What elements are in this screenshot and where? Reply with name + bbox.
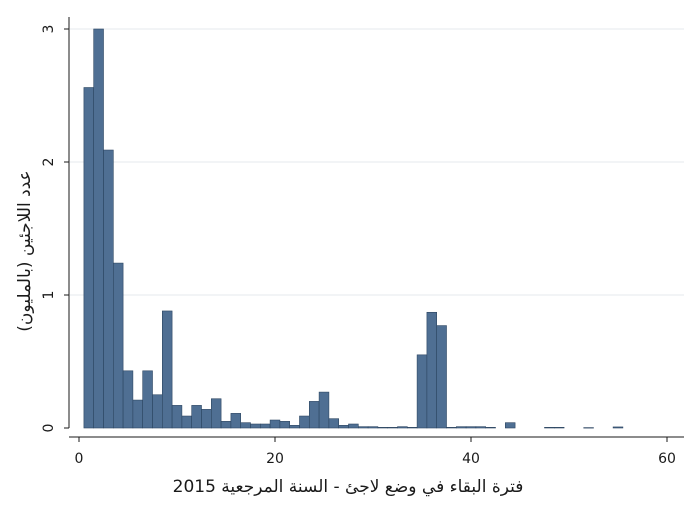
y-tick-label: 0 xyxy=(41,424,57,433)
histogram-bar xyxy=(348,423,359,429)
histogram-bar xyxy=(544,427,555,429)
histogram-bar xyxy=(485,427,496,429)
histogram-bar xyxy=(93,28,104,429)
x-tick-label: 40 xyxy=(462,451,480,467)
histogram-bar xyxy=(416,354,428,429)
histogram-bar xyxy=(162,310,173,429)
histogram-bar xyxy=(446,427,457,429)
y-tick-label: 2 xyxy=(41,158,57,167)
histogram-bar xyxy=(504,422,516,429)
histogram-bar xyxy=(122,370,134,429)
x-tick-label: 20 xyxy=(266,451,284,467)
histogram-bar xyxy=(181,415,192,429)
histogram-bar xyxy=(259,423,271,429)
histogram-bar xyxy=(387,427,398,429)
x-tick-label: 0 xyxy=(75,451,84,467)
histogram-bar xyxy=(308,401,320,429)
histogram-bar xyxy=(279,421,290,429)
gridlines xyxy=(70,28,684,296)
histogram-bar xyxy=(299,415,310,429)
histogram-bar xyxy=(142,370,153,429)
histogram-bar xyxy=(367,426,379,429)
histogram-bar xyxy=(475,426,486,429)
y-axis-title: عدد اللاجئين (بالمليون) xyxy=(15,170,35,331)
histogram-bar xyxy=(171,405,183,429)
histogram-bar xyxy=(113,262,124,429)
histogram-bar xyxy=(83,87,95,429)
histogram-bar xyxy=(328,418,339,429)
histogram-bar xyxy=(583,427,594,429)
x-axis-title: فترة البقاء في وضع لاجئ - السنة المرجعية… xyxy=(173,477,524,497)
histogram-bar xyxy=(436,325,447,429)
histogram-bar xyxy=(612,426,624,429)
histogram-bar xyxy=(377,427,388,429)
histogram-bar xyxy=(269,419,281,429)
histogram-bar xyxy=(211,398,222,429)
histogram-bar xyxy=(152,394,163,429)
histogram-bar xyxy=(426,311,437,429)
x-axis-ticks: 0 20 40 60 xyxy=(75,437,676,467)
histogram-bar xyxy=(553,427,565,429)
histogram-bar xyxy=(201,409,212,429)
y-tick-label: 3 xyxy=(41,25,57,34)
histogram-bar xyxy=(289,425,300,429)
y-tick-label: 1 xyxy=(41,291,57,300)
histogram-bar xyxy=(250,423,261,429)
histogram-bar xyxy=(406,427,418,429)
histogram-bar xyxy=(455,426,467,429)
histogram-bar xyxy=(465,426,477,429)
histogram-bar xyxy=(338,425,349,429)
histogram-bars xyxy=(83,28,624,429)
x-tick-label: 60 xyxy=(658,451,676,467)
histogram-bar xyxy=(132,399,143,429)
histogram-bar xyxy=(318,391,330,429)
histogram-bar xyxy=(397,426,408,429)
histogram-bar xyxy=(103,149,114,429)
histogram-bar xyxy=(357,426,369,429)
axes xyxy=(68,17,684,438)
y-axis-ticks: 0 1 2 3 xyxy=(41,25,69,433)
histogram-bar xyxy=(230,413,241,429)
histogram-bar xyxy=(240,422,251,429)
histogram-bar xyxy=(220,421,232,429)
histogram-bar xyxy=(191,405,202,429)
